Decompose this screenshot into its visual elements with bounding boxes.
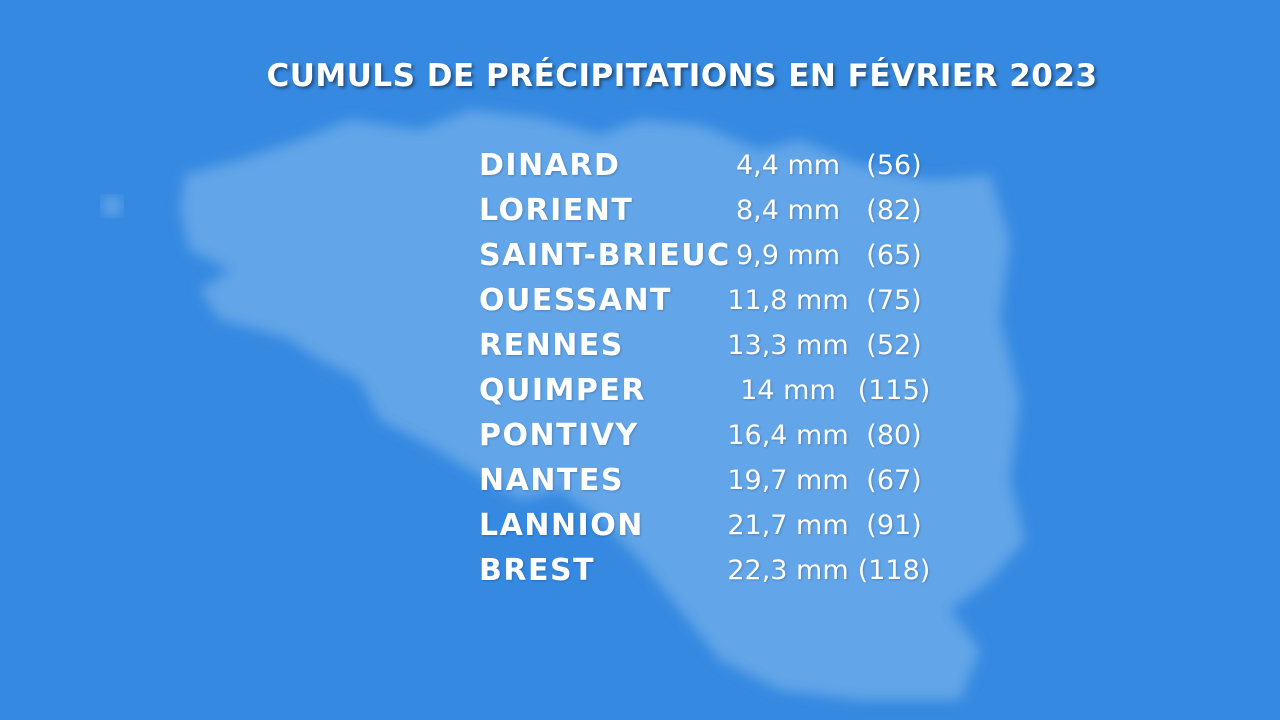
precipitation-total: 4,4 mm	[735, 150, 841, 181]
normal-value: (80)	[866, 420, 922, 451]
precipitation-total: 19,7 mm	[727, 465, 849, 496]
normal-value: (91)	[866, 510, 922, 541]
station-name: DINARD	[479, 148, 621, 183]
station-name: NANTES	[479, 463, 624, 498]
station-name: SAINT-BRIEUC	[479, 238, 731, 273]
station-name: LORIENT	[479, 193, 634, 228]
station-name: BREST	[479, 553, 596, 588]
island	[102, 196, 122, 216]
station-name: LANNION	[479, 508, 644, 543]
normal-value: (52)	[866, 330, 922, 361]
station-name: OUESSANT	[479, 283, 673, 318]
precipitation-total: 21,7 mm	[727, 510, 849, 541]
precipitation-total: 22,3 mm	[727, 555, 849, 586]
normal-value: (118)	[857, 555, 931, 586]
station-name: RENNES	[479, 328, 624, 363]
precipitation-total: 16,4 mm	[727, 420, 849, 451]
precipitation-total: 11,8 mm	[727, 285, 849, 316]
normal-value: (65)	[866, 240, 922, 271]
normal-value: (67)	[866, 465, 922, 496]
precipitation-total: 9,9 mm	[735, 240, 841, 271]
precipitation-total: 13,3 mm	[727, 330, 849, 361]
title: CUMULS DE PRÉCIPITATIONS EN FÉVRIER 2023	[266, 58, 1098, 94]
normal-value: (75)	[866, 285, 922, 316]
station-name: PONTIVY	[479, 418, 639, 453]
station-name: QUIMPER	[479, 373, 646, 408]
normal-value: (115)	[857, 375, 931, 406]
precipitation-total: 14 mm	[740, 375, 836, 406]
normal-value: (82)	[866, 195, 922, 226]
region-shape	[180, 110, 1025, 700]
normal-value: (56)	[866, 150, 922, 181]
precipitation-total: 8,4 mm	[735, 195, 841, 226]
